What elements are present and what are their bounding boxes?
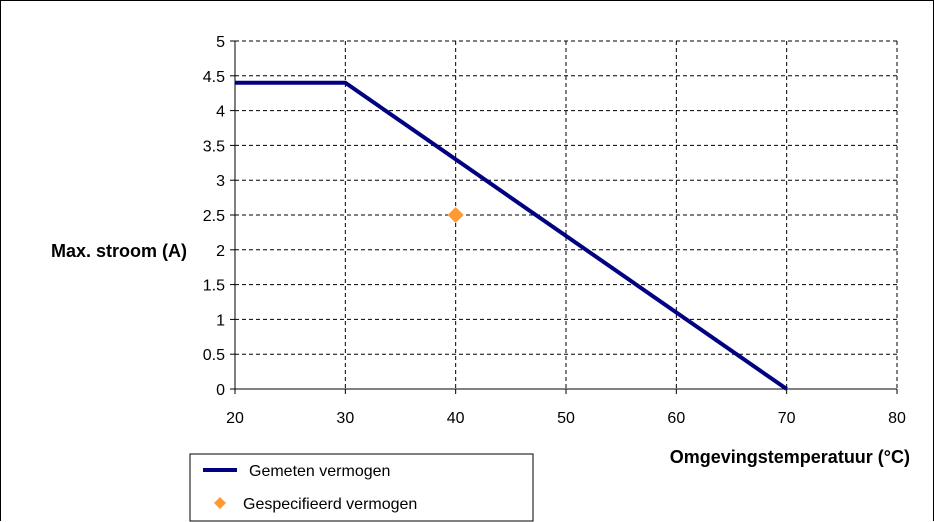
x-tick-label: 30 bbox=[336, 410, 354, 427]
legend-label-gespecifieerd: Gespecifieerd vermogen bbox=[243, 496, 417, 513]
y-tick-label: 2 bbox=[216, 243, 225, 260]
series-marker-gespecifieerd bbox=[447, 207, 464, 223]
grid bbox=[235, 40, 898, 389]
y-axis-title: Max. stroom (A) bbox=[51, 241, 187, 261]
y-tick-label: 0.5 bbox=[203, 347, 225, 364]
y-tick-label: 3.5 bbox=[203, 138, 225, 155]
y-tick-label: 0 bbox=[216, 382, 225, 399]
series-line-gemeten bbox=[235, 80, 788, 391]
x-tick-label: 20 bbox=[226, 410, 244, 427]
x-tick-labels: 20 30 40 50 60 70 80 bbox=[226, 410, 906, 427]
y-tick-labels: 0 0.5 1 1.5 2 2.5 3 3.5 4 4.5 5 bbox=[203, 34, 225, 399]
x-tick-label: 50 bbox=[557, 410, 575, 427]
series-layer bbox=[235, 80, 788, 391]
legend-diamond-swatch bbox=[214, 497, 226, 509]
y-tick-label: 5 bbox=[216, 34, 225, 51]
x-tick-label: 80 bbox=[888, 410, 906, 427]
y-tick-label: 2.5 bbox=[203, 208, 225, 225]
legend-label-gemeten: Gemeten vermogen bbox=[249, 463, 390, 480]
x-tick-label: 40 bbox=[447, 410, 465, 427]
y-tick-label: 3 bbox=[216, 173, 225, 190]
legend: Gemeten vermogen Gespecifieerd vermogen bbox=[189, 453, 534, 522]
axes bbox=[230, 40, 898, 394]
legend-box bbox=[189, 453, 534, 522]
x-tick-label: 60 bbox=[667, 410, 685, 427]
y-tick-label: 4 bbox=[216, 104, 225, 121]
y-tick-label: 1 bbox=[216, 312, 225, 329]
y-tick-label: 1.5 bbox=[203, 278, 225, 295]
y-tick-label: 4.5 bbox=[203, 69, 225, 86]
x-axis-title: Omgevingstemperatuur (°C) bbox=[670, 447, 910, 467]
x-tick-label: 70 bbox=[778, 410, 796, 427]
